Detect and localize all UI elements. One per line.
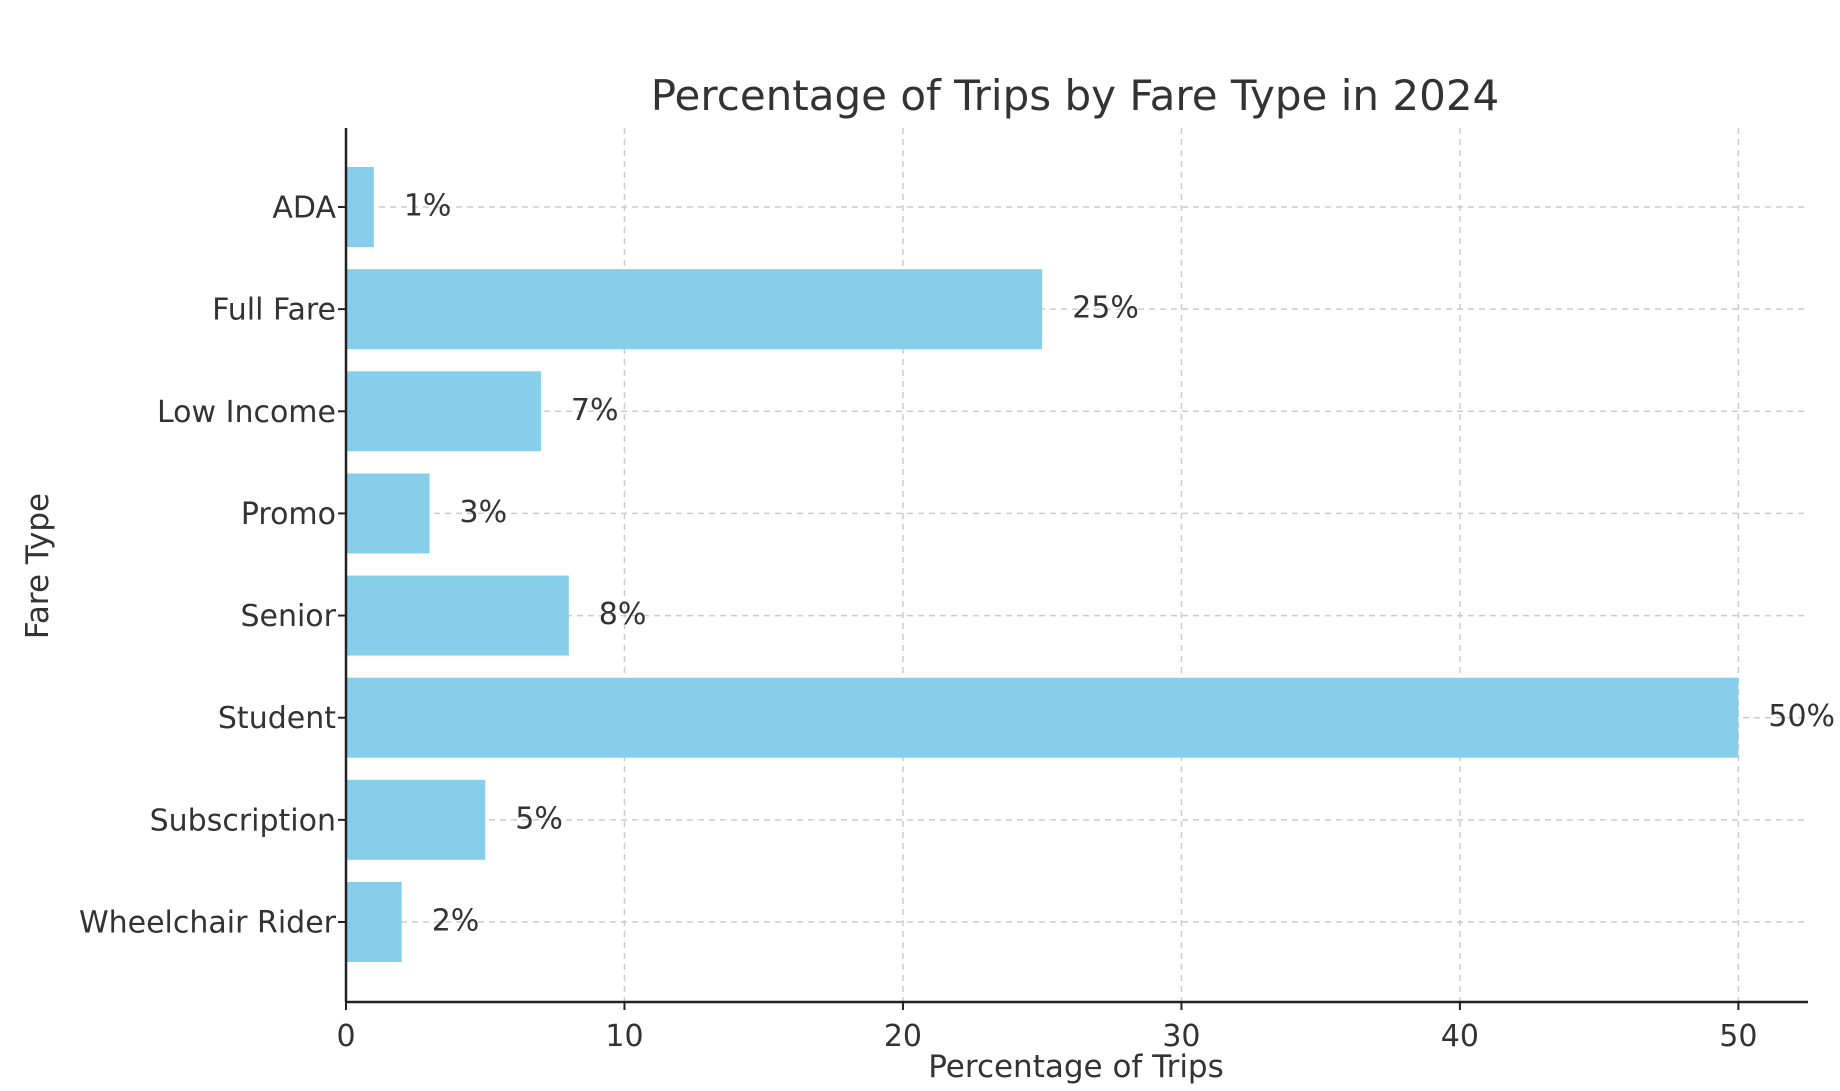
chart-title: Percentage of Trips by Fare Type in 2024 bbox=[651, 71, 1500, 120]
y-tick-label: Wheelchair Rider bbox=[79, 906, 337, 941]
x-tick-label: 10 bbox=[605, 1019, 643, 1054]
x-tick-label: 20 bbox=[884, 1019, 922, 1054]
y-tick-label: Subscription bbox=[150, 803, 336, 838]
x-tick-label: 30 bbox=[1162, 1019, 1200, 1054]
y-axis-label: Fare Type bbox=[20, 493, 56, 639]
y-tick-label: Low Income bbox=[157, 395, 336, 430]
data-labels: 1% 25% 7% 3% 8% 50% 5% 2% bbox=[404, 189, 1835, 939]
y-tick-label: Student bbox=[218, 701, 336, 736]
bar bbox=[346, 371, 541, 452]
data-label: 25% bbox=[1072, 291, 1139, 326]
x-axis-ticks: 0 10 20 30 40 50 bbox=[336, 1002, 1757, 1054]
x-axis-label: Percentage of Trips bbox=[928, 1049, 1224, 1085]
data-label: 1% bbox=[404, 189, 452, 224]
bar bbox=[346, 269, 1043, 350]
x-tick-label: 40 bbox=[1441, 1019, 1479, 1054]
bar bbox=[346, 167, 374, 247]
y-tick-label: Promo bbox=[241, 497, 336, 532]
data-label: 7% bbox=[571, 393, 619, 428]
bar bbox=[346, 575, 569, 656]
x-tick-label: 50 bbox=[1719, 1019, 1757, 1054]
bar bbox=[346, 473, 430, 554]
y-tick-label: ADA bbox=[272, 191, 336, 226]
data-label: 3% bbox=[460, 495, 508, 530]
grid-lines bbox=[345, 128, 1808, 1002]
bar bbox=[346, 779, 486, 860]
data-label: 8% bbox=[599, 597, 647, 632]
data-label: 2% bbox=[432, 904, 480, 939]
bar bbox=[346, 882, 402, 962]
bars bbox=[346, 167, 1739, 962]
y-tick-label: Senior bbox=[240, 599, 336, 634]
x-tick-label: 0 bbox=[336, 1019, 355, 1054]
data-label: 5% bbox=[515, 801, 563, 836]
y-tick-label: Full Fare bbox=[212, 293, 336, 328]
y-axis-ticks: ADA Full Fare Low Income Promo Senior Student… bbox=[79, 191, 346, 941]
bar bbox=[346, 677, 1739, 758]
data-label: 50% bbox=[1768, 699, 1835, 734]
axes bbox=[344, 128, 1808, 1004]
